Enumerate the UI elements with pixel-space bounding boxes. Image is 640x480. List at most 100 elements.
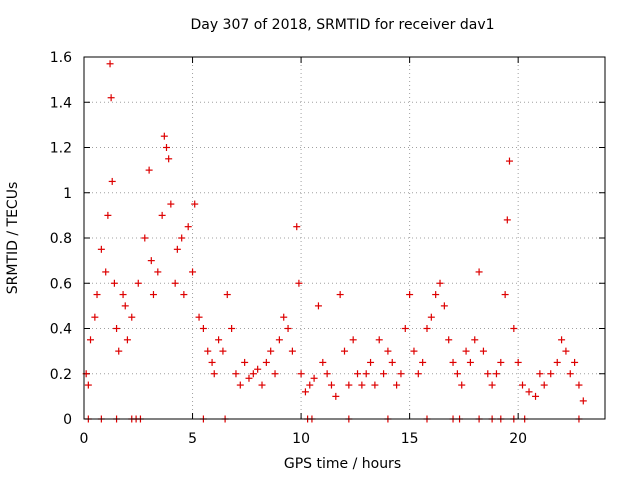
data-point	[358, 381, 366, 389]
data-point	[314, 302, 322, 310]
data-point	[414, 370, 422, 378]
data-point	[271, 370, 279, 378]
data-point	[488, 381, 496, 389]
data-point	[327, 381, 335, 389]
x-axis-label: GPS time / hours	[283, 456, 402, 472]
data-point	[258, 381, 266, 389]
data-point	[84, 381, 92, 389]
data-point	[367, 358, 375, 366]
data-point	[475, 268, 483, 276]
y-tick-label: 0.8	[50, 231, 72, 247]
data-point	[293, 223, 301, 231]
data-point	[401, 325, 409, 332]
data-point	[371, 381, 379, 389]
data-point	[215, 336, 223, 344]
data-points	[82, 60, 587, 423]
data-point	[173, 245, 181, 253]
data-point	[267, 347, 275, 355]
data-point	[319, 358, 327, 366]
data-point	[562, 347, 570, 355]
data-point	[154, 268, 162, 276]
data-point	[310, 374, 318, 382]
data-point	[204, 347, 212, 355]
data-point	[295, 279, 303, 287]
data-point	[423, 325, 431, 332]
data-point	[397, 370, 405, 378]
data-point	[134, 279, 142, 287]
data-point	[108, 177, 116, 185]
data-point	[501, 291, 509, 299]
data-point	[280, 313, 288, 321]
data-point	[284, 325, 292, 332]
data-point	[449, 358, 457, 366]
y-axis-label: SRMTID / TECUs	[5, 181, 21, 295]
y-tick-label: 1.6	[50, 50, 72, 66]
chart-title: Day 307 of 2018, SRMTID for receiver dav…	[190, 17, 495, 33]
data-point	[141, 234, 149, 242]
data-point	[87, 336, 95, 344]
data-point	[102, 268, 110, 276]
data-point	[432, 291, 440, 299]
y-tick-label: 1.2	[50, 141, 72, 157]
data-point	[288, 347, 296, 355]
data-point	[419, 358, 427, 366]
data-point	[104, 211, 112, 219]
x-tick-label: 20	[509, 431, 527, 447]
data-point	[128, 313, 136, 321]
data-point	[519, 381, 527, 389]
data-point	[345, 381, 353, 389]
data-point	[466, 358, 474, 366]
data-point	[165, 155, 173, 163]
data-point	[558, 336, 566, 344]
data-point	[262, 358, 270, 366]
data-point	[362, 370, 370, 378]
data-point	[492, 370, 500, 378]
data-point	[427, 313, 435, 321]
data-point	[440, 302, 448, 310]
data-point	[503, 216, 511, 224]
data-point	[406, 291, 414, 299]
data-point	[106, 60, 114, 68]
data-point	[462, 347, 470, 355]
data-point	[275, 336, 283, 344]
data-point	[484, 370, 492, 378]
data-point	[453, 370, 461, 378]
data-point	[380, 370, 388, 378]
data-point	[510, 325, 518, 332]
data-point	[388, 358, 396, 366]
data-point	[208, 358, 216, 366]
data-point	[436, 279, 444, 287]
data-point	[410, 347, 418, 355]
data-point	[184, 223, 192, 231]
data-point	[341, 347, 348, 355]
data-point	[349, 336, 357, 344]
data-point	[336, 291, 344, 299]
data-point	[505, 157, 513, 165]
data-point	[189, 268, 197, 276]
data-point	[236, 381, 244, 389]
data-point	[525, 388, 533, 396]
data-point	[199, 325, 207, 332]
data-point	[249, 370, 257, 378]
data-point	[171, 279, 179, 287]
data-point	[219, 347, 227, 355]
x-tick-label: 5	[188, 431, 197, 447]
y-tick-label: 0.4	[50, 322, 72, 338]
data-point	[547, 370, 555, 378]
data-point	[553, 358, 561, 366]
x-tick-label: 10	[292, 431, 310, 447]
data-point	[180, 291, 188, 299]
data-point	[458, 381, 466, 389]
data-point	[121, 302, 129, 310]
data-point	[107, 94, 115, 102]
data-point	[245, 374, 253, 382]
data-point	[354, 370, 362, 378]
data-point	[123, 336, 131, 344]
data-point	[162, 144, 170, 151]
data-point	[514, 358, 522, 366]
data-point	[497, 358, 505, 366]
data-point	[479, 347, 487, 355]
plot-frame	[83, 56, 606, 420]
data-point	[540, 381, 548, 389]
